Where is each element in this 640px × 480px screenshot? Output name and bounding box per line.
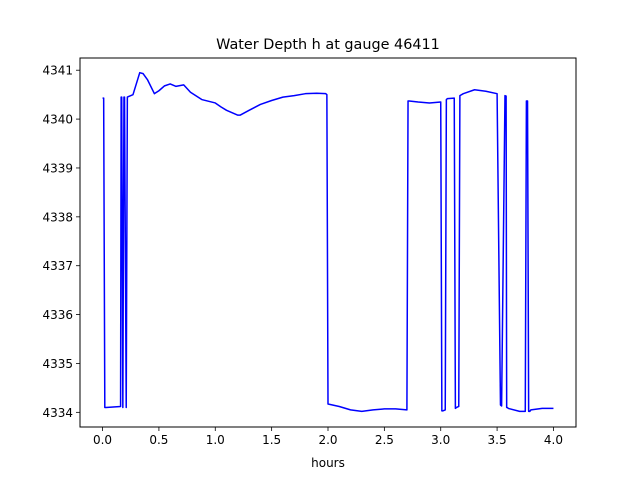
x-tick-label: 2.0 [318,433,337,447]
x-tick-label: 0.0 [93,433,112,447]
plot-area: 0.0 0.5 1.0 1.5 2.0 2.5 3.0 3.5 4.0 4334 4335 4336 4… [42,57,577,447]
y-tick-label: 4334 [42,406,73,420]
x-tick-label: 3.5 [488,433,507,447]
y-tick-label: 4339 [42,161,73,175]
x-tick-label: 4.0 [544,433,563,447]
y-tick-label: 4336 [42,308,73,322]
x-axis-label: hours [311,456,345,470]
x-tick-label: 1.5 [262,433,281,447]
x-tick-label: 3.0 [431,433,450,447]
x-tick-label: 1.0 [206,433,225,447]
y-tick-label: 4340 [42,113,73,127]
x-tick-label: 2.5 [375,433,394,447]
y-tick-label: 4338 [42,210,73,224]
y-tick-label: 4337 [42,259,73,273]
y-tick-label: 4335 [42,357,73,371]
series-line-0 [102,71,554,413]
y-tick-label: 4341 [42,64,73,78]
chart-title: Water Depth h at gauge 46411 [216,37,440,53]
x-tick-label: 0.5 [149,433,168,447]
